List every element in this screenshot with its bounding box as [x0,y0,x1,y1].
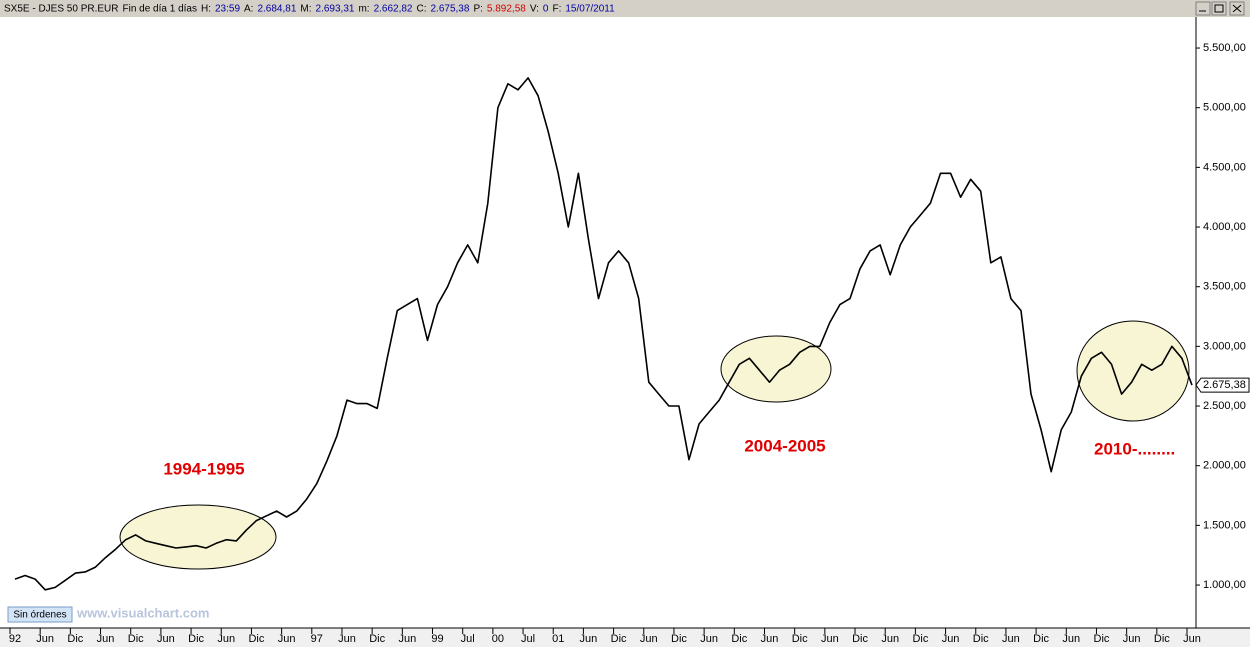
header-field-value: 0 [543,4,549,15]
x-tick-label: Jun [881,633,899,645]
x-tick-label: Jun [398,633,416,645]
y-tick-label: 4.500,00 [1203,161,1246,173]
x-tick-label: Dic [731,633,747,645]
icon [1214,4,1224,13]
x-tick-label: Dic [248,633,264,645]
y-tick-label: 5.500,00 [1203,42,1246,54]
annotation: 2010-........ [1094,439,1175,458]
x-tick-label: Dic [611,633,627,645]
x-tick-label: Jun [217,633,235,645]
x-tick-label: Jun [580,633,598,645]
x-tick-label: Jun [700,633,718,645]
x-tick-label: Dic [1154,633,1170,645]
x-tick-label: Jun [36,633,54,645]
x-tick-label: Dic [792,633,808,645]
x-tick-label: Dic [912,633,928,645]
icon [1232,4,1242,13]
x-axis-strip [0,628,1250,647]
x-tick-label: Jul [521,633,535,645]
x-tick-label: Jun [278,633,296,645]
y-tick-label: 3.000,00 [1203,340,1246,352]
x-tick-label: Jun [942,633,960,645]
x-tick-label: Jun [1002,633,1020,645]
x-tick-label: Dic [67,633,83,645]
x-tick-label: Jun [157,633,175,645]
x-tick-label: Jun [97,633,115,645]
header-field-value: 5.892,58 [487,4,526,15]
y-tick-label: 5.000,00 [1203,102,1246,114]
header-field-value: 2.693,31 [316,4,355,15]
x-tick-label: Dic [128,633,144,645]
header-field-label: V: [530,4,539,15]
header-field-label: F: [552,4,561,15]
x-tick-label: 01 [552,633,564,645]
header-field-value: 23:59 [215,4,240,15]
x-tick-label: Dic [671,633,687,645]
status-button-label: Sin órdenes [13,610,66,621]
x-tick-label: Jun [1183,633,1201,645]
x-tick-label: Dic [369,633,385,645]
status-button[interactable] [7,606,73,623]
annotation: 2004-2005 [744,436,825,455]
x-tick-label: Jun [1123,633,1141,645]
header-field-value: 2.662,82 [374,4,413,15]
minimize-button[interactable] [1195,1,1211,16]
x-tick-label: Jun [761,633,779,645]
x-tick-label: Jun [338,633,356,645]
x-tick-label: Jun [640,633,658,645]
x-tick-label: Jun [821,633,839,645]
y-tick-label: 3.500,00 [1203,281,1246,293]
annotation: 1994-1995 [163,459,244,478]
y-tick-label: 2.500,00 [1203,400,1246,412]
x-tick-label: Jun [1062,633,1080,645]
x-tick-label: 97 [311,633,323,645]
price-line [14,77,1193,591]
y-tick-label: 2.000,00 [1203,460,1246,472]
header-field-value: 15/07/2011 [565,4,615,15]
watermark: www.visualchart.com [76,605,209,620]
highlight-ellipse [119,504,277,570]
header-field-label: A: [244,4,253,15]
maximize-button[interactable] [1211,1,1227,16]
x-tick-label: Jul [461,633,475,645]
header-field-value: 2.684,81 [257,4,296,15]
header-field-label: C: [417,4,427,15]
header-field-label: m: [358,4,369,15]
x-tick-label: Dic [188,633,204,645]
x-tick-label: Dic [973,633,989,645]
header-bar [0,0,1250,17]
x-tick-label: Dic [1033,633,1049,645]
header-field-label: H: [201,4,211,15]
x-tick-label: 99 [431,633,443,645]
highlight-ellipse [1076,320,1190,422]
x-tick-label: Dic [1094,633,1110,645]
x-tick-label: 92 [9,633,21,645]
header-symbol: SX5E - DJES 50 PR.EUR [4,4,118,15]
header-period: Fin de día 1 días [122,4,197,15]
highlight-ellipse [720,335,832,403]
header-field-label: P: [473,4,482,15]
y-tick-label: 1.000,00 [1203,579,1246,591]
x-tick-label: Dic [852,633,868,645]
last-price-label: 2.675,38 [1203,379,1246,391]
header-field-value: 2.675,38 [431,4,470,15]
last-price-marker [1195,377,1250,393]
y-tick-label: 1.500,00 [1203,519,1246,531]
x-tick-label: 00 [492,633,504,645]
header: SX5E - DJES 50 PR.EUR Fin de día 1 días H:… [4,4,615,15]
y-tick-label: 4.000,00 [1203,221,1246,233]
header-field-label: M: [300,4,311,15]
